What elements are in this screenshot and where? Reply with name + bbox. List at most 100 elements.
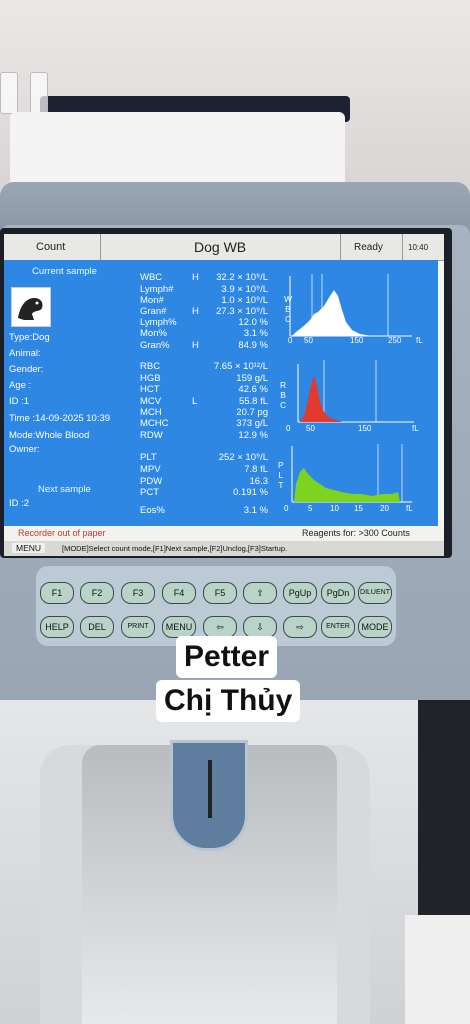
hist-label-char: C [280, 400, 287, 410]
wbc-hist-label: W B C [284, 294, 292, 324]
sample-tube [30, 72, 48, 114]
key-keys_row1-4[interactable]: F5 [203, 582, 237, 604]
key-keys_row2-7[interactable]: ENTER [321, 616, 355, 638]
divider [100, 234, 101, 260]
patient-id: ID :1 [9, 396, 30, 407]
patient-animal: Animal: [9, 348, 41, 359]
result-name: HGB [140, 373, 161, 384]
key-keys_row2-3[interactable]: MENU [162, 616, 196, 638]
key-keys_row2-4[interactable]: ⇦ [203, 616, 237, 638]
menu-help-text: [MODE]Select count mode,[F1]Next sample,… [62, 544, 288, 553]
result-value: 159 g/L [236, 373, 268, 384]
result-name: MCH [140, 407, 162, 418]
result-flag: H [192, 272, 199, 283]
result-name: Lymph# [140, 284, 174, 295]
result-name: Gran# [140, 306, 167, 317]
result-value: 20.7 pg [236, 407, 268, 418]
result-name: RDW [140, 430, 163, 441]
result-value: 3.9 × 10⁹/L [221, 284, 268, 295]
lcd-screen: Count Dog WB Ready 10:40 Current sample … [4, 234, 444, 556]
result-value: 12.9 % [238, 430, 268, 441]
hist-label-char: W [284, 294, 293, 304]
sample-tube [0, 72, 18, 114]
key-keys_row1-5[interactable]: ⇧ [243, 582, 277, 604]
result-flag: L [192, 396, 198, 407]
divider [402, 234, 403, 260]
key-keys_row2-1[interactable]: DEL [80, 616, 114, 638]
overlay-line-2: Chị Thủy [156, 680, 301, 722]
result-name: Lymph% [140, 317, 177, 328]
key-keys_row1-1[interactable]: F2 [80, 582, 114, 604]
foam-box [10, 112, 345, 192]
key-keys_row1-3[interactable]: F4 [162, 582, 196, 604]
current-sample-label: Current sample [32, 266, 97, 277]
result-value: 0.191 % [233, 487, 268, 498]
tick-label: 5 [308, 504, 313, 513]
status-text: Ready [354, 242, 383, 253]
divider [340, 234, 341, 260]
patient-gender: Gender: [9, 364, 44, 375]
key-keys_row2-8[interactable]: MODE [358, 616, 392, 638]
mode-title: Dog WB [194, 239, 247, 255]
wbc-histogram [276, 274, 414, 346]
result-value: 252 × 10⁹/L [218, 452, 268, 463]
key-keys_row2-0[interactable]: HELP [40, 616, 74, 638]
result-name: Mon% [140, 328, 167, 339]
key-keys_row1-6[interactable]: PgUp [283, 582, 317, 604]
sample-probe[interactable] [170, 740, 248, 851]
sample-time: Time :14-09-2025 10:39 [9, 413, 111, 424]
printer-warning: Recorder out of paper [18, 528, 106, 538]
tick-label: 0 [286, 424, 291, 433]
key-keys_row1-0[interactable]: F1 [40, 582, 74, 604]
hist-label-char: P [278, 460, 284, 470]
rbc-hist-label: R B C [280, 380, 286, 410]
tick-label: 250 [388, 336, 402, 345]
result-name: HCT [140, 384, 160, 395]
result-value: 373 g/L [236, 418, 268, 429]
hist-label-char: T [278, 480, 284, 490]
tick-label: 0 [288, 336, 293, 345]
result-value: 84.9 % [238, 340, 268, 351]
next-sample-label: Next sample [38, 484, 91, 495]
hist-label-char: R [280, 380, 287, 390]
result-name: PCT [140, 487, 159, 498]
result-value: 7.8 fL [244, 464, 268, 475]
reagent-status: Reagents for: >300 Counts [302, 528, 410, 538]
key-keys_row1-8[interactable]: DILUENT [358, 582, 392, 604]
result-value: 3.1 % [243, 328, 268, 339]
aspiration-needle [208, 760, 212, 818]
key-keys_row2-5[interactable]: ⇩ [243, 616, 277, 638]
menu-bar: MENU [MODE]Select count mode,[F1]Next sa… [4, 541, 444, 556]
tick-label: fL [412, 424, 419, 433]
lcd-header: Count Dog WB Ready 10:40 [4, 234, 444, 261]
key-keys_row2-2[interactable]: PRINT [121, 616, 155, 638]
key-keys_row1-7[interactable]: PgDn [321, 582, 355, 604]
tick-label: 150 [350, 336, 364, 345]
tick-label: 0 [284, 504, 289, 513]
result-value: 27.3 × 10⁹/L [216, 306, 268, 317]
overlay-line-1: Petter [176, 636, 278, 678]
result-name: Mon# [140, 295, 164, 306]
menu-button[interactable]: MENU [12, 543, 46, 553]
result-name: Gran% [140, 340, 170, 351]
result-name: MCHC [140, 418, 169, 429]
hist-label-char: C [284, 314, 292, 324]
clock: 10:40 [408, 243, 429, 252]
count-tab[interactable]: Count [36, 241, 66, 253]
result-value: 32.2 × 10⁹/L [216, 272, 268, 283]
plt-histogram [286, 444, 416, 510]
result-flag: H [192, 340, 199, 351]
status-bar: Recorder out of paper Reagents for: >300… [4, 526, 444, 541]
result-value: 1.0 × 10⁹/L [221, 295, 268, 306]
dog-icon [11, 287, 51, 327]
result-name: PDW [140, 476, 163, 487]
patient-age: Age : [9, 380, 32, 391]
key-keys_row1-2[interactable]: F3 [121, 582, 155, 604]
result-value: 42.6 % [238, 384, 268, 395]
key-keys_row2-6[interactable]: ⇨ [283, 616, 317, 638]
result-name: Eos% [140, 505, 165, 516]
tick-label: 15 [354, 504, 363, 513]
result-value: 12.0 % [238, 317, 268, 328]
result-value: 55.8 fL [238, 396, 268, 407]
result-name: RBC [140, 361, 161, 372]
